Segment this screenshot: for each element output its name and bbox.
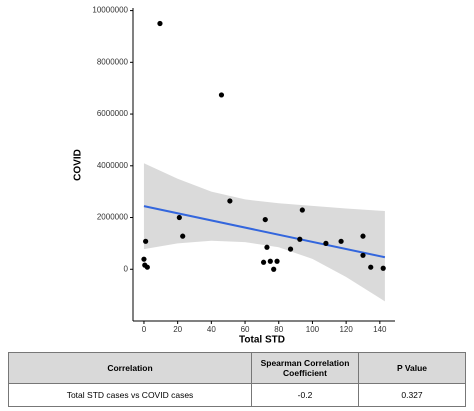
point bbox=[267, 258, 273, 264]
point bbox=[323, 240, 329, 246]
point bbox=[143, 238, 149, 244]
point bbox=[262, 216, 268, 223]
y-tick-label: 8000000 bbox=[97, 57, 129, 66]
point bbox=[144, 264, 150, 270]
y-tick-label: 4000000 bbox=[97, 161, 129, 170]
y-axis-title: COVID bbox=[73, 149, 84, 181]
point bbox=[176, 214, 182, 221]
x-tick-label: 60 bbox=[241, 325, 250, 334]
point bbox=[180, 233, 186, 239]
x-axis-title: Total STD bbox=[239, 335, 285, 346]
point bbox=[360, 233, 366, 239]
y-tick-label: 2000000 bbox=[97, 213, 129, 222]
point bbox=[360, 252, 366, 258]
cell: Total STD cases vs COVID cases bbox=[8, 383, 252, 407]
point bbox=[274, 258, 280, 264]
point bbox=[297, 236, 303, 242]
point bbox=[141, 256, 147, 262]
x-tick-label: 100 bbox=[306, 325, 320, 334]
cell: 0.327 bbox=[358, 383, 466, 407]
point bbox=[264, 244, 270, 250]
point bbox=[338, 238, 344, 244]
point bbox=[380, 265, 386, 271]
point bbox=[271, 266, 277, 272]
header-cell: Spearman Correlation Coefficient bbox=[251, 352, 359, 384]
y-tick-label: 0 bbox=[124, 264, 129, 273]
point bbox=[368, 264, 374, 270]
fit-line bbox=[143, 205, 386, 259]
x-tick-label: 40 bbox=[207, 325, 216, 334]
point bbox=[227, 198, 233, 204]
y-tick-label: 10000000 bbox=[92, 6, 128, 15]
x-tick-label: 140 bbox=[373, 325, 387, 334]
header-cell: P Value bbox=[358, 352, 466, 384]
x-tick-label: 120 bbox=[339, 325, 353, 334]
x-tick-label: 20 bbox=[173, 325, 182, 334]
point bbox=[299, 207, 305, 213]
header-cell: Correlation bbox=[8, 352, 252, 384]
point bbox=[260, 259, 267, 265]
chart: Total STD COVID 0 2000000 4000000 6000000 80… bbox=[73, 6, 395, 346]
point bbox=[287, 246, 294, 252]
stats-table: Correlation Spearman Correlation Coeffici… bbox=[8, 352, 466, 407]
point bbox=[157, 20, 163, 27]
point bbox=[218, 92, 225, 98]
x-tick-label: 80 bbox=[274, 325, 283, 334]
y-tick-label: 6000000 bbox=[97, 109, 129, 118]
cell: -0.2 bbox=[251, 383, 359, 407]
x-tick-label: 0 bbox=[142, 325, 147, 334]
